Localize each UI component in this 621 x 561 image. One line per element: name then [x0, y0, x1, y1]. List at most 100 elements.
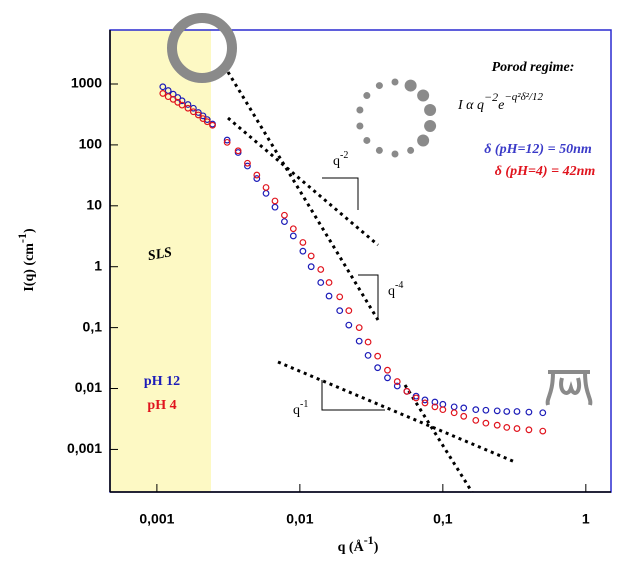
ring-dot [404, 79, 417, 92]
data-point [194, 111, 202, 119]
slope-label: q-2 [333, 150, 348, 169]
x-tick-label: 0,1 [433, 511, 453, 527]
data-point [450, 409, 458, 417]
data-point [539, 427, 547, 435]
x-tick-label: 0,01 [286, 511, 313, 527]
data-point [281, 218, 288, 226]
slope-base: q [293, 403, 300, 418]
ring-dot [407, 146, 415, 154]
y-tick-label: 1000 [71, 75, 102, 91]
data-point [307, 252, 315, 260]
data-point [244, 162, 251, 170]
guide-line [277, 360, 516, 464]
delta-label: δ (pH=4) = 42nm [495, 164, 596, 179]
data-point [203, 116, 211, 124]
data-point [203, 118, 211, 126]
ring-dot [417, 89, 430, 102]
slope-exp: -1 [300, 399, 308, 410]
data-point [493, 407, 501, 415]
data-point [271, 203, 279, 211]
formula-part: e [498, 98, 504, 113]
data-point [513, 408, 521, 415]
data-point [262, 189, 270, 197]
ring-dot [356, 122, 364, 130]
ring-dot [363, 92, 371, 100]
data-point [184, 104, 192, 112]
ring-dot [424, 103, 437, 116]
label-part: ) [22, 228, 37, 233]
y-tick-label: 10 [86, 197, 102, 213]
sls-region [110, 30, 211, 492]
slope-guides [226, 71, 516, 493]
data-point [169, 95, 177, 103]
region-label: SLS [147, 245, 174, 264]
formula-part: I α q [457, 98, 484, 113]
data-point [431, 403, 439, 411]
x-axis-label: q (Å-1) [338, 533, 379, 555]
data-point [482, 419, 490, 427]
guide-line [403, 384, 474, 493]
ring-dot [375, 146, 383, 154]
delta-label: δ (pH=12) = 50nm [484, 142, 592, 157]
data-point [493, 421, 501, 429]
chain-icon [545, 370, 593, 406]
data-point [403, 387, 411, 395]
data-point [431, 398, 439, 406]
data-point [374, 364, 382, 372]
data-point [482, 406, 490, 414]
data-point [384, 374, 391, 382]
data-point [393, 378, 401, 385]
data-point [355, 324, 363, 332]
ring-dot [375, 82, 383, 90]
data-point [460, 412, 468, 420]
ring-dot [356, 106, 364, 114]
data-point [503, 408, 511, 415]
data-point [209, 121, 216, 129]
data-point [345, 307, 353, 315]
data-point [178, 101, 186, 109]
data-point [159, 90, 167, 97]
data-point [325, 279, 333, 286]
ring-dot [363, 136, 371, 144]
label-part: -1 [15, 233, 29, 243]
y-tick-label: 100 [79, 136, 103, 152]
data-point [289, 225, 297, 233]
formula-part: −2 [484, 90, 498, 104]
formula-part: −q²δ²/12 [504, 91, 543, 103]
sphere-icon [167, 13, 237, 83]
slope-triangle [321, 380, 385, 411]
data-point [199, 112, 207, 120]
slope-base: q [388, 284, 395, 299]
data-point [472, 406, 480, 414]
ring-dot [391, 150, 399, 158]
data-point [299, 247, 307, 255]
data-point [345, 321, 353, 329]
porod-title: Porod regime: [492, 60, 575, 75]
data-point [178, 97, 186, 105]
y-tick-label: 0,001 [67, 440, 102, 456]
x-tick-label: 0,001 [139, 511, 174, 527]
data-point [364, 351, 372, 359]
data-point [393, 382, 401, 390]
ring-dot [417, 134, 430, 147]
data-point [244, 159, 251, 167]
ring-dot [391, 78, 399, 86]
data-point [525, 426, 533, 434]
data-point [223, 136, 231, 144]
data-point [223, 138, 231, 146]
data-point [460, 404, 468, 412]
data-point [439, 406, 447, 414]
data-point [450, 403, 458, 411]
slope-label: q-4 [388, 280, 403, 299]
data-point [364, 338, 372, 346]
slope-label: q-1 [293, 399, 308, 418]
data-point [421, 396, 429, 404]
data-point [164, 93, 172, 101]
data-point [513, 425, 521, 432]
slope-exp: -4 [395, 280, 403, 291]
label-part: q (Å [338, 539, 365, 555]
x-tick-label: 1 [582, 511, 590, 527]
data-point [317, 266, 325, 273]
data-point [525, 408, 533, 416]
data-point [159, 83, 167, 91]
